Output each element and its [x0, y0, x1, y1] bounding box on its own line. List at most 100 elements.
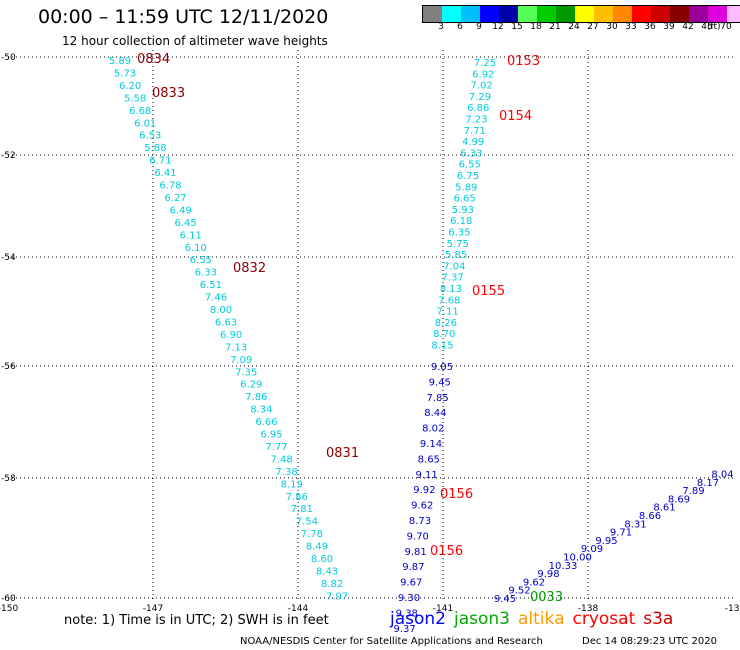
wave-height-label: 5.89 [109, 56, 131, 67]
wave-height-label: 8.04 [711, 470, 733, 481]
legend-tick-label: 39 [663, 22, 675, 32]
wave-height-label: 7.11 [436, 307, 458, 318]
legend-tick-label: 45 [701, 22, 713, 32]
legend-swatch [727, 6, 740, 22]
legend-swatch [480, 6, 499, 22]
wave-height-label: 6.27 [164, 193, 186, 204]
wave-height-label: 8.69 [668, 494, 690, 505]
wave-height-label: 9.71 [610, 528, 632, 539]
legend-swatch [651, 6, 670, 22]
mission-label: jason2 [390, 609, 446, 629]
longitude-tick-label: -144 [288, 604, 309, 614]
wave-height-label: 7.37 [442, 273, 464, 284]
wave-height-label: 6.11 [180, 230, 202, 241]
wave-height-label: 8.15 [431, 341, 453, 352]
wave-height-label: 10.33 [549, 561, 578, 572]
legend-swatch [575, 6, 594, 22]
wave-height-label: 9.38 [396, 608, 418, 619]
latitude-tick-label: -50 [1, 53, 16, 63]
footer-timestamp: Dec 14 08:29:23 UTC 2020 [582, 636, 717, 647]
wave-height-label: 6.63 [215, 317, 237, 328]
pass-time-label: 0156 [440, 487, 473, 502]
wave-height-label: 7.13 [225, 342, 247, 353]
wave-height-label: 5.93 [452, 205, 474, 216]
legend-tick-label: 30 [606, 22, 618, 32]
wave-height-label: 9.87 [402, 562, 424, 573]
legend-tick-label: 18 [530, 22, 542, 32]
wave-height-label: 10.00 [563, 553, 592, 564]
wave-height-label: 9.92 [413, 485, 435, 496]
wave-height-label: 8.43 [316, 566, 338, 577]
pass-time-label: 0832 [233, 261, 266, 276]
wave-height-label: 9.05 [431, 362, 453, 373]
legend-swatch [461, 6, 480, 22]
wave-height-label: 9.30 [398, 593, 420, 604]
wave-height-label: 7.29 [469, 92, 491, 103]
wave-height-label: 4.99 [462, 137, 484, 148]
legend-swatch [499, 6, 518, 22]
wave-height-label: 9.67 [400, 578, 422, 589]
pass-time-label: 0156 [430, 544, 463, 559]
wave-height-label: 7.38 [276, 467, 298, 478]
legend-swatch [670, 6, 689, 22]
wave-height-label: 7.25 [474, 58, 496, 69]
wave-height-label: 9.52 [508, 586, 530, 597]
legend-swatch [423, 6, 442, 22]
wave-height-label: 7.35 [235, 367, 257, 378]
wave-height-label: 7.97 [326, 591, 348, 602]
longitude-tick-label: -141 [433, 604, 453, 614]
longitude-tick-label: -135 [725, 604, 740, 614]
legend-swatch [708, 6, 727, 22]
wave-height-label: 6.78 [159, 181, 181, 192]
wave-height-label: 5.75 [447, 239, 469, 250]
legend-tick-label: 15 [511, 22, 523, 32]
wave-height-label: 8.49 [306, 542, 328, 553]
wave-height-label: 8.13 [440, 284, 462, 295]
pass-time-label: 0834 [137, 52, 170, 67]
wave-height-label: 6.95 [260, 430, 282, 441]
wave-height-label: 9.37 [393, 624, 415, 635]
wave-height-label: 5.73 [114, 68, 136, 79]
longitude-tick-label: -147 [143, 604, 163, 614]
wave-height-label: 8.44 [424, 408, 446, 419]
legend-unit: (ft) [707, 22, 721, 32]
wave-height-label: 7.04 [443, 261, 465, 272]
legend-tick-label: 3 [438, 22, 444, 32]
wave-height-label: 7.78 [301, 529, 323, 540]
mission-label: s3a [643, 609, 674, 629]
wave-height-label: 9.11 [415, 470, 437, 481]
wave-height-label: 8.82 [321, 579, 343, 590]
wave-height-label: 8.00 [210, 305, 232, 316]
wave-height-label: 9.45 [429, 377, 451, 388]
footer-note: note: 1) Time is in UTC; 2) SWH is in fe… [64, 613, 329, 628]
legend-tick-label: 9 [476, 22, 482, 32]
wave-height-label: 5.85 [445, 250, 467, 261]
color-scale-labels: 3 6 9 12 15 18 21 24 27 30 33 36 39 42 45 70 [422, 22, 732, 34]
wave-height-label: 8.26 [435, 318, 457, 329]
legend-swatch [556, 6, 575, 22]
wave-height-label: 7.46 [205, 293, 227, 304]
legend-swatch [689, 6, 708, 22]
legend-tick-label: 42 [682, 22, 694, 32]
legend-swatch [594, 6, 613, 22]
pass-time-label: 0155 [472, 284, 505, 299]
wave-height-label: 6.29 [240, 380, 262, 391]
wave-height-label: 9.70 [407, 531, 429, 542]
wave-height-label: 7.85 [426, 393, 448, 404]
wave-height-label: 6.20 [119, 81, 141, 92]
wave-height-label: 6.45 [175, 218, 197, 229]
wave-height-label: 6.49 [169, 205, 191, 216]
footer-agency: NOAA/NESDIS Center for Satellite Applica… [240, 636, 543, 647]
map-subtitle: 12 hour collection of altimeter wave hei… [62, 34, 328, 48]
wave-height-label: 6.75 [457, 171, 479, 182]
wave-height-label: 8.31 [624, 519, 646, 530]
latitude-tick-label: -52 [1, 151, 16, 161]
wave-height-label: 6.86 [467, 103, 489, 114]
legend-tick-label: 70 [720, 22, 732, 32]
wave-height-label: 5.88 [144, 143, 166, 154]
wave-height-label: 8.02 [422, 424, 444, 435]
wave-height-label: 6.18 [450, 216, 472, 227]
wave-height-label: 6.51 [200, 280, 222, 291]
pass-time-label: 0831 [326, 446, 359, 461]
legend-tick-label: 6 [457, 22, 463, 32]
